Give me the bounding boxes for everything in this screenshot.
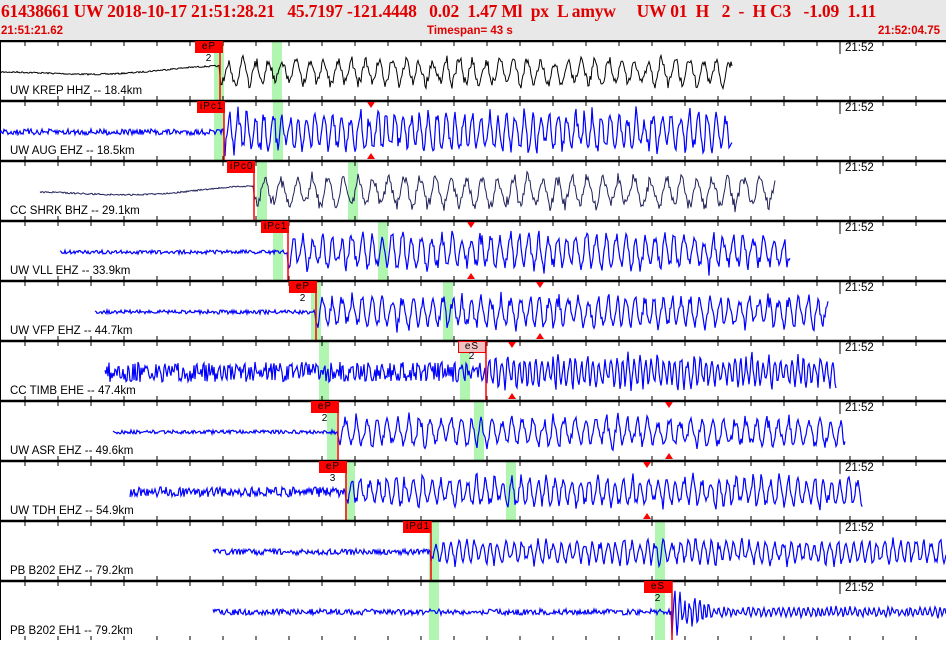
- amplitude-marker-icon: [367, 153, 375, 159]
- phase-window[interactable]: [257, 161, 267, 220]
- trace-label: UW ASR EHZ -- 49.6km: [10, 445, 134, 457]
- seismogram-trace: [39, 170, 776, 213]
- phase-pick-label[interactable]: iPc0: [227, 161, 255, 173]
- phase-pick-label[interactable]: iPc1: [261, 221, 289, 233]
- phase-window[interactable]: [443, 281, 453, 340]
- seismogram-trace: [212, 537, 946, 569]
- event-summary: 61438661 UW 2018-10-17 21:51:28.21 45.71…: [1, 1, 877, 21]
- trace-label: PB B202 EHZ -- 79.2km: [10, 565, 134, 577]
- phase-pick-label[interactable]: eS 2: [458, 341, 486, 362]
- amplitude-marker-icon: [508, 342, 516, 348]
- amplitude-marker-icon: [665, 402, 673, 408]
- phase-pick-label[interactable]: eP 2: [311, 401, 339, 424]
- phase-window[interactable]: [506, 461, 516, 520]
- amplitude-marker-icon: [665, 453, 673, 459]
- seismogram-trace: [212, 590, 946, 637]
- phase-window[interactable]: [655, 521, 665, 580]
- time-marker: 21:52: [845, 42, 874, 54]
- trace-label: UW KREP HHZ -- 18.4km: [10, 85, 143, 97]
- time-marker: 21:52: [845, 102, 874, 114]
- time-marker: 21:52: [845, 582, 874, 594]
- phase-pick-label[interactable]: eP 2: [289, 281, 317, 304]
- phase-window[interactable]: [348, 161, 358, 220]
- event-header: 61438661 UW 2018-10-17 21:51:28.21 45.71…: [0, 0, 946, 40]
- amplitude-marker-icon: [467, 222, 475, 228]
- phase-window[interactable]: [378, 221, 388, 280]
- trace-label: UW VLL EHZ -- 33.9km: [10, 265, 131, 277]
- seismogram-trace: [94, 291, 829, 333]
- waveform-panel[interactable]: UW KREP HHZ -- 18.4km 21:52 eP 2 UW AUG EHZ…: [0, 39, 946, 640]
- time-marker: 21:52: [845, 342, 874, 354]
- trace-label: CC TIMB EHE -- 47.4km: [10, 385, 136, 397]
- time-marker: 21:52: [845, 282, 874, 294]
- seismogram-trace: [129, 472, 863, 511]
- timespan: Timespan= 43 s: [427, 25, 513, 37]
- trace-label: PB B202 EH1 -- 79.2km: [10, 625, 133, 637]
- seismogram-trace: [112, 412, 846, 452]
- amplitude-marker-icon: [643, 462, 651, 468]
- trace-label: CC SHRK BHZ -- 29.1km: [10, 205, 140, 217]
- amplitude-marker-icon: [467, 273, 475, 279]
- time-marker: 21:52: [845, 522, 874, 534]
- amplitude-marker-icon: [536, 333, 544, 339]
- phase-pick-label[interactable]: iPc1: [197, 101, 225, 113]
- start-time: 21:51:21.62: [1, 25, 64, 37]
- seismogram-trace: [0, 53, 733, 91]
- amplitude-marker-icon: [536, 282, 544, 288]
- phase-pick-label[interactable]: eP 2: [195, 41, 223, 64]
- trace-label: UW VFP EHZ -- 44.7km: [10, 325, 133, 337]
- phase-window[interactable]: [273, 101, 283, 160]
- trace-label: UW AUG EHZ -- 18.5km: [10, 145, 135, 157]
- time-marker: 21:52: [845, 162, 874, 174]
- time-marker: 21:52: [845, 462, 874, 474]
- phase-pick-label[interactable]: iPd1: [403, 521, 431, 533]
- trace-label: UW TDH EHZ -- 54.9km: [10, 505, 134, 517]
- phase-window[interactable]: [272, 41, 282, 100]
- time-marker: 21:52: [845, 222, 874, 234]
- amplitude-marker-icon: [508, 393, 516, 399]
- waveform-canvas[interactable]: [0, 39, 946, 640]
- seismogram-trace: [104, 351, 837, 392]
- seismogram-trace: [59, 230, 791, 276]
- phase-pick-label[interactable]: eP 3: [319, 461, 347, 484]
- amplitude-marker-icon: [643, 513, 651, 519]
- time-marker: 21:52: [845, 402, 874, 414]
- end-time: 21:52:04.75: [878, 25, 941, 37]
- seismogram-trace: [0, 106, 733, 157]
- phase-pick-label[interactable]: eS 2: [644, 581, 672, 604]
- amplitude-marker-icon: [367, 102, 375, 108]
